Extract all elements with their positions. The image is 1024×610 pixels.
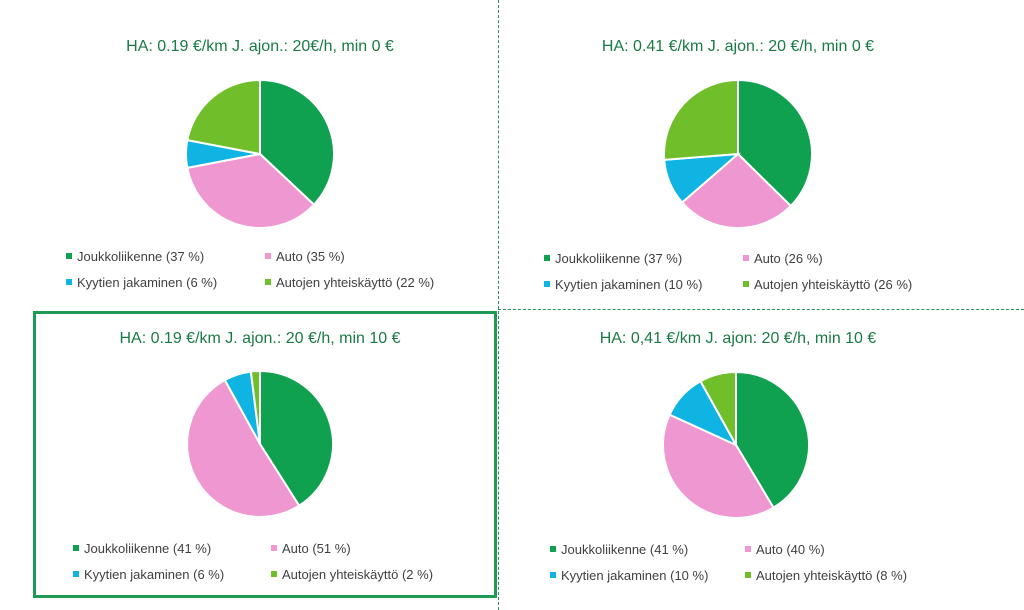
legend-swatch <box>66 279 72 285</box>
legend-label: Auto (51 %) <box>282 541 351 556</box>
legend-item: Auto (51 %) <box>271 541 351 556</box>
legend-item: Autojen yhteiskäyttö (22 %) <box>265 275 434 290</box>
legend-item: Auto (40 %) <box>745 542 825 557</box>
pie-chart <box>663 78 813 229</box>
legend-item: Kyytien jakaminen (6 %) <box>66 275 217 290</box>
chart-panel-3: HA: 0.19 €/km J. ajon.: 20 €/h, min 10 €… <box>40 330 480 590</box>
pie-slice-autojen-yhteiskäyttö <box>663 78 739 161</box>
legend-label: Autojen yhteiskäyttö (22 %) <box>276 275 435 290</box>
legend-label: Kyytien jakaminen (10 %) <box>555 277 703 292</box>
pie-slice-auto <box>680 152 793 229</box>
pie-chart <box>186 369 334 518</box>
horizontal-divider <box>498 309 1024 310</box>
legend-swatch <box>745 572 751 578</box>
vertical-divider <box>498 0 499 610</box>
legend-label: Autojen yhteiskäyttö (26 %) <box>754 277 913 292</box>
legend-label: Auto (40 %) <box>756 542 825 557</box>
legend-label: Kyytien jakaminen (6 %) <box>84 567 225 582</box>
legend-swatch <box>265 253 271 259</box>
legend-label: Joukkoliikenne (41 %) <box>84 541 212 556</box>
chart-title: HA: 0.41 €/km J. ajon.: 20 €/h, min 0 € <box>601 38 875 55</box>
pie-chart <box>184 78 335 229</box>
chart-panel-4: HA: 0,41 €/km J. ajon: 20 €/h, min 10 € … <box>518 330 958 590</box>
legend-item: Auto (35 %) <box>265 249 345 264</box>
chart-title: HA: 0,41 €/km J. ajon: 20 €/h, min 10 € <box>599 330 877 347</box>
legend-swatch <box>271 571 277 577</box>
legend-swatch <box>550 546 556 552</box>
pie-slice-autojen-yhteiskäyttö <box>699 370 737 449</box>
chart-title: HA: 0.19 €/km J. ajon.: 20 €/h, min 10 € <box>119 330 401 347</box>
chart-panel-1: HA: 0.19 €/km J. ajon.: 20€/h, min 0 € J… <box>40 38 480 298</box>
legend-label: Auto (35 %) <box>276 249 345 264</box>
legend-item: Joukkoliikenne (37 %) <box>544 251 682 266</box>
pie-slice-auto <box>662 413 775 519</box>
pie-slice-autojen-yhteiskäyttö <box>249 369 261 445</box>
legend-item: Joukkoliikenne (41 %) <box>73 541 211 556</box>
pie-slice-auto <box>186 152 316 229</box>
legend-swatch <box>66 253 72 259</box>
legend-swatch <box>550 572 556 578</box>
legend-item: Joukkoliikenne (41 %) <box>550 542 688 557</box>
pie-slice-joukkoliikenne <box>737 78 813 208</box>
pie-slice-auto <box>186 378 301 518</box>
legend-item: Autojen yhteiskäyttö (8 %) <box>745 568 907 583</box>
highlight-frame <box>33 311 497 598</box>
legend-swatch <box>743 281 749 287</box>
legend-label: Kyytien jakaminen (6 %) <box>77 275 218 290</box>
legend-item: Kyytien jakaminen (6 %) <box>73 567 224 582</box>
legend-swatch <box>265 279 271 285</box>
legend-swatch <box>745 546 751 552</box>
chart-panel-2: HA: 0.41 €/km J. ajon.: 20 €/h, min 0 € … <box>518 38 958 298</box>
legend-label: Auto (26 %) <box>754 251 823 266</box>
legend-item: Kyytien jakaminen (10 %) <box>550 568 708 583</box>
legend-item: Kyytien jakaminen (10 %) <box>544 277 702 292</box>
legend-label: Autojen yhteiskäyttö (8 %) <box>756 568 908 583</box>
pie-slice-autojen-yhteiskäyttö <box>186 78 261 156</box>
legend-item: Autojen yhteiskäyttö (2 %) <box>271 567 433 582</box>
legend-label: Joukkoliikenne (37 %) <box>77 249 205 264</box>
legend-swatch <box>73 545 79 551</box>
legend-swatch <box>73 571 79 577</box>
legend-item: Joukkoliikenne (37 %) <box>66 249 204 264</box>
chart-title: HA: 0.19 €/km J. ajon.: 20€/h, min 0 € <box>126 38 394 55</box>
legend-label: Joukkoliikenne (41 %) <box>561 542 689 557</box>
legend-swatch <box>271 545 277 551</box>
legend-swatch <box>743 255 749 261</box>
legend-swatch <box>544 255 550 261</box>
legend-label: Kyytien jakaminen (10 %) <box>561 568 709 583</box>
legend-swatch <box>544 281 550 287</box>
legend-item: Autojen yhteiskäyttö (26 %) <box>743 277 912 292</box>
legend-label: Autojen yhteiskäyttö (2 %) <box>282 567 434 582</box>
legend-item: Auto (26 %) <box>743 251 823 266</box>
legend-label: Joukkoliikenne (37 %) <box>555 251 683 266</box>
pie-slice-joukkoliikenne <box>259 78 335 207</box>
pie-chart <box>662 370 810 519</box>
